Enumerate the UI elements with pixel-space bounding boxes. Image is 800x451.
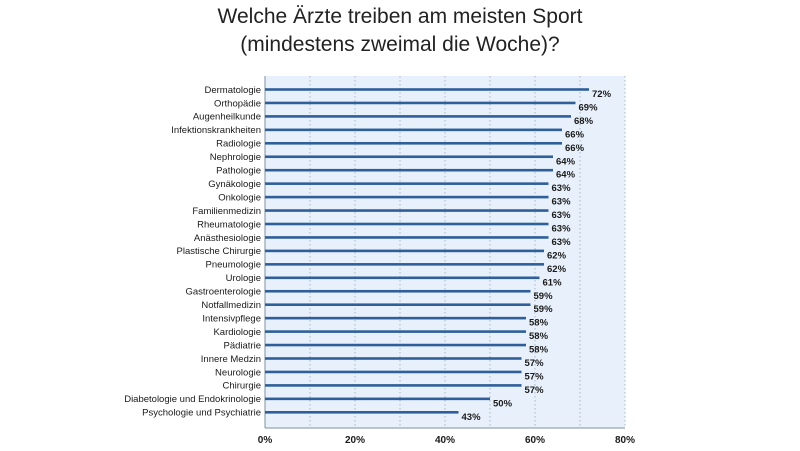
chart-title-line-2: (mindestens zweimal die Woche)?: [240, 33, 560, 56]
bar: [265, 263, 544, 266]
value-label: 69%: [579, 102, 599, 113]
bar: [265, 195, 549, 199]
bar: [265, 289, 531, 293]
category-label: Nephrologie: [210, 152, 261, 163]
bar: [265, 370, 522, 374]
category-label: Intensivpflege: [202, 313, 261, 324]
category-label: Notfallmedizin: [201, 300, 261, 311]
category-label: Gastroenterologie: [185, 287, 261, 298]
value-label: 63%: [552, 197, 572, 208]
value-label: 72%: [592, 89, 612, 100]
bar: [265, 357, 522, 360]
x-tick-label: 40%: [435, 435, 455, 446]
category-label: Rheumatologie: [197, 219, 261, 230]
category-label: Dermatologie: [205, 85, 262, 96]
x-axis-ticks: 0% 20% 40% 60% 80%: [258, 435, 635, 446]
value-label: 61%: [543, 277, 563, 288]
bar: [265, 222, 549, 226]
value-label: 50%: [493, 398, 513, 409]
bar: [265, 303, 531, 306]
category-label: Neurologie: [215, 367, 261, 378]
category-label: Diabetologie und Endokrinologie: [124, 394, 261, 405]
value-label: 62%: [547, 264, 567, 275]
value-label: 64%: [556, 170, 576, 181]
value-label: 63%: [552, 237, 572, 248]
bar: [265, 316, 526, 320]
value-label: 63%: [552, 224, 572, 235]
bar: [265, 128, 562, 132]
category-label: Urologie: [226, 273, 261, 284]
bar: [265, 142, 562, 145]
bar: [265, 397, 490, 401]
value-label: 43%: [462, 412, 482, 423]
bar: [265, 249, 544, 253]
category-label: Psychologie und Psychiatrie: [142, 408, 261, 419]
value-labels: 72% 69% 68% 66% 66% 64% 64% 63% 63% 63% 63% 63% 62% 6…: [462, 89, 612, 423]
category-label: Plastische Chirurgie: [177, 246, 261, 257]
bar: [265, 384, 522, 387]
value-label: 57%: [525, 371, 545, 382]
bar: [265, 182, 549, 185]
category-label: Anästhesiologie: [194, 233, 261, 244]
bar: [265, 330, 526, 333]
category-label: Pädiatrie: [224, 340, 262, 351]
category-label: Onkologie: [218, 192, 261, 203]
category-label: Infektionskrankheiten: [171, 125, 261, 136]
category-labels: Dermatologie Orthopädie Augenheilkunde Infe…: [124, 85, 261, 419]
category-label: Familienmedizin: [192, 206, 261, 217]
category-label: Kardiologie: [213, 327, 261, 338]
bar-series: [265, 88, 589, 414]
value-label: 63%: [552, 210, 572, 221]
category-label: Chirurgie: [222, 381, 261, 392]
value-label: 66%: [565, 143, 585, 154]
value-label: 58%: [529, 318, 549, 329]
category-label: Gynäkologie: [208, 179, 261, 190]
category-label: Pathologie: [216, 166, 261, 177]
bar: [265, 101, 576, 105]
category-label: Augenheilkunde: [193, 112, 261, 123]
bar: [265, 411, 459, 414]
category-label: Orthopädie: [214, 98, 261, 109]
category-label: Pneumologie: [206, 260, 261, 271]
bar: [265, 88, 589, 91]
value-label: 68%: [574, 116, 594, 127]
x-tick-label: 20%: [345, 435, 365, 446]
category-label: Radiologie: [216, 139, 261, 150]
value-label: 57%: [525, 385, 545, 396]
bar: [265, 168, 553, 172]
value-label: 57%: [525, 358, 545, 369]
bar: [265, 276, 540, 280]
x-tick-label: 80%: [615, 435, 635, 446]
x-tick-label: 0%: [258, 435, 273, 446]
value-label: 63%: [552, 183, 572, 194]
bar: [265, 115, 571, 118]
bar: [265, 236, 549, 239]
bar: [265, 343, 526, 347]
value-label: 58%: [529, 345, 549, 356]
value-label: 59%: [534, 291, 554, 302]
bar: [265, 209, 549, 212]
chart-title-line-1: Welche Ärzte treiben am meisten Sport: [217, 5, 583, 28]
value-label: 64%: [556, 156, 576, 167]
value-label: 62%: [547, 250, 567, 261]
category-label: Innere Medzin: [201, 354, 261, 365]
bar: [265, 155, 553, 159]
value-label: 58%: [529, 331, 549, 342]
value-label: 59%: [534, 304, 554, 315]
x-tick-label: 60%: [525, 435, 545, 446]
value-label: 66%: [565, 129, 585, 140]
